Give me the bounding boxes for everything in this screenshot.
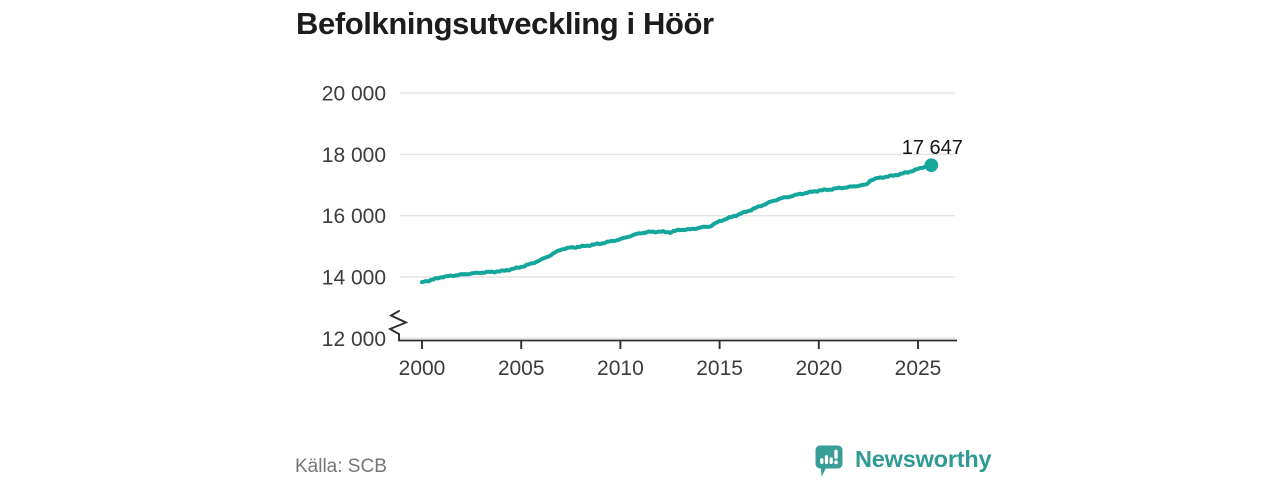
- y-axis-tick-label: 20 000: [322, 83, 386, 106]
- y-axis-tick-label: 18 000: [322, 144, 386, 167]
- y-axis-tick-label: 12 000: [322, 328, 386, 351]
- x-axis-tick-label: 2020: [795, 357, 842, 380]
- x-axis-tick-label: 2010: [597, 357, 644, 380]
- x-axis-tick-label: 2005: [498, 357, 545, 380]
- brand-name-label: Newsworthy: [855, 446, 992, 472]
- y-axis-tick-label: 16 000: [322, 205, 386, 228]
- population-line: [420, 163, 934, 285]
- end-value-label: 17 647: [902, 137, 963, 159]
- x-axis-tick-label: 2015: [696, 357, 743, 380]
- bar-2: [824, 455, 829, 464]
- x-axis-tick-label: 2025: [895, 357, 942, 380]
- chart-title: Befolkningsutveckling i Höör: [296, 6, 714, 41]
- y-axis-tick-label: 14 000: [322, 267, 386, 290]
- newsworthy-logo-icon: [815, 445, 843, 477]
- axis-break-icon: [387, 310, 409, 342]
- exclamation-bar: [834, 449, 838, 459]
- bar-3: [829, 457, 833, 464]
- source-label: Källa: SCB: [295, 456, 387, 477]
- speech-bubble-shape: [815, 445, 843, 477]
- newsworthy-brand: Newsworthy: [815, 445, 992, 478]
- end-point-dot: [924, 158, 939, 173]
- bar-1: [820, 458, 824, 464]
- x-axis-tick-label: 2000: [399, 357, 446, 380]
- exclamation-dot: [834, 460, 838, 465]
